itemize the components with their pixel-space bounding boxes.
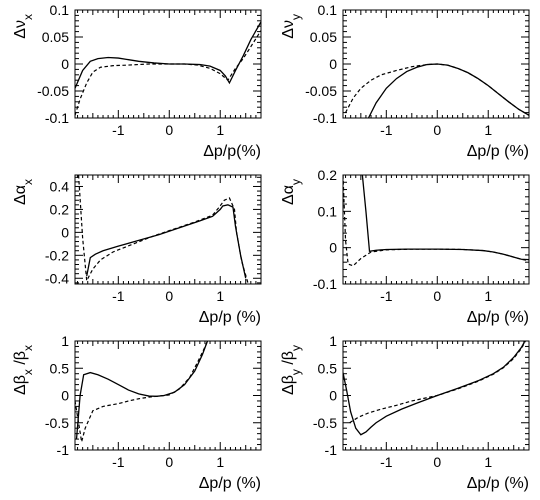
y-tick-label: 0 [329, 388, 337, 404]
y-tick-label: 0.1 [318, 203, 338, 219]
x-tick-label: 0 [433, 288, 441, 304]
y-axis-label: Δβy /βy [280, 345, 303, 395]
dashed-series-line [345, 63, 529, 116]
dashed-series-line [75, 30, 261, 116]
y-tick-label: -0.1 [313, 110, 337, 126]
y-tick-label: 1 [61, 333, 69, 349]
y-tick-label: 0.4 [50, 178, 70, 194]
chart-panel-1: -1 0 1 -0.1 -0.05 0 0.05 0.1 Δp/p(%) Δνx [12, 2, 262, 160]
x-axis-label: Δp/p(%) [203, 143, 261, 160]
x-axis-label: Δp/p (%) [199, 475, 261, 492]
y-tick-label: 0.05 [42, 29, 69, 45]
y-tick-label: -0.5 [45, 415, 69, 431]
solid-series-line [75, 341, 209, 440]
y-tick-label: -1 [325, 442, 338, 458]
chart-panel-3: -1 0 1 -0.4 -0.2 0 0.2 0.4 Δp/p (%) Δαx [12, 174, 262, 326]
x-tick-label: -1 [380, 122, 393, 138]
x-axis-label: Δp/p (%) [467, 143, 529, 160]
chart-panel-4: -1 0 1 -0.1 0 0.1 0.2 Δp/p (%) Δαy [280, 167, 530, 326]
y-tick-label: 0 [61, 388, 69, 404]
plot-frame [342, 174, 530, 285]
dashed-series-line [75, 341, 209, 442]
y-tick-label: -0.4 [45, 270, 69, 286]
chart-panel-6: -1 0 1 -1 -0.5 0 0.5 1 Δp/p (%) Δβy /βy [280, 333, 530, 492]
y-tick-label: 0 [61, 56, 69, 72]
x-axis-label: Δp/p (%) [199, 309, 261, 326]
solid-series-line [343, 341, 526, 436]
chart-panel-5: -1 0 1 -1 -0.5 0 0.5 1 Δp/p (%) Δβx /βx [12, 333, 262, 492]
dashed-series-line [349, 341, 526, 424]
y-tick-label: -0.1 [45, 110, 69, 126]
solid-series-line [361, 175, 529, 261]
y-tick-label: 0.5 [318, 360, 338, 376]
dashed-series-line [77, 175, 249, 284]
y-axis-label: Δνx [12, 14, 35, 39]
x-tick-label: 1 [484, 454, 492, 470]
solid-series-line [367, 63, 529, 118]
x-tick-label: 0 [165, 288, 173, 304]
solid-series-line [86, 204, 247, 279]
x-tick-label: 1 [216, 454, 224, 470]
x-axis-label: Δp/p (%) [467, 475, 529, 492]
y-axis-label: Δαy [280, 179, 303, 205]
x-tick-label: -1 [112, 122, 125, 138]
y-tick-label: 0.2 [50, 201, 70, 217]
x-tick-label: -1 [380, 454, 393, 470]
x-axis-label: Δp/p (%) [467, 309, 529, 326]
y-axis-label: Δβx /βx [12, 345, 35, 395]
x-tick-label: 0 [433, 122, 441, 138]
y-tick-label: 0.5 [50, 360, 70, 376]
x-tick-label: 0 [433, 454, 441, 470]
x-tick-label: 1 [484, 288, 492, 304]
x-tick-label: -1 [380, 288, 393, 304]
y-tick-label: -0.05 [305, 83, 337, 99]
x-tick-label: 1 [216, 122, 224, 138]
x-tick-label: 0 [165, 454, 173, 470]
x-tick-label: -1 [112, 454, 125, 470]
y-tick-label: -1 [57, 442, 70, 458]
chart-panel-2: -1 0 1 -0.1 -0.05 0 0.05 0.1 Δp/p (%) Δνy [280, 2, 530, 160]
y-axis-label: Δνy [280, 14, 303, 39]
x-tick-label: -1 [112, 288, 125, 304]
y-tick-label: 0 [329, 56, 337, 72]
x-tick-label: 1 [216, 288, 224, 304]
y-axis-label: Δαx [12, 179, 35, 205]
y-tick-label: 0.1 [318, 2, 338, 18]
y-tick-label: 0 [61, 224, 69, 240]
x-tick-label: 1 [484, 122, 492, 138]
y-tick-label: 0.1 [50, 2, 70, 18]
y-tick-label: 1 [329, 333, 337, 349]
y-tick-label: -0.2 [45, 247, 69, 263]
y-tick-label: 0 [329, 240, 337, 256]
y-tick-label: -0.1 [313, 276, 337, 292]
y-tick-label: 0.05 [310, 29, 337, 45]
y-tick-label: -0.5 [313, 415, 337, 431]
plot-frame [74, 174, 262, 285]
dashed-series-line [343, 175, 529, 267]
y-tick-label: -0.05 [37, 83, 69, 99]
x-tick-label: 0 [165, 122, 173, 138]
solid-series-line [75, 21, 261, 89]
y-tick-label: 0.2 [318, 167, 338, 183]
